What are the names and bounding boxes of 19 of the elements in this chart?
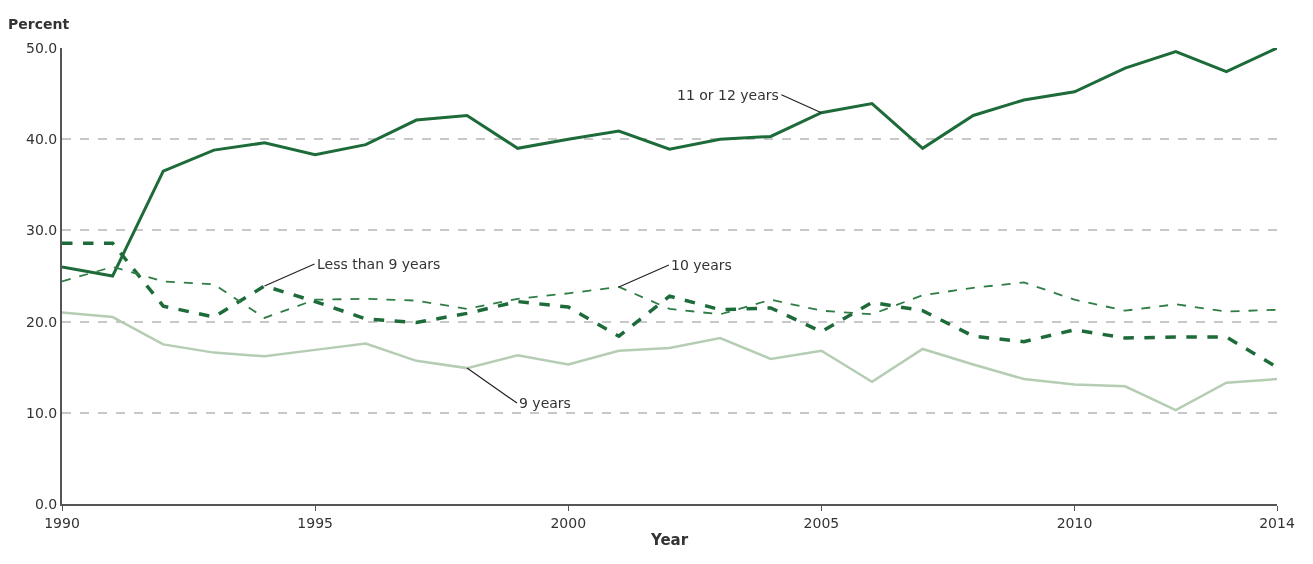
y-tick-label: 20.0 <box>26 313 58 330</box>
y-tick-label: 50.0 <box>26 39 58 56</box>
text: Less than 9 years <box>317 256 441 272</box>
x-axis-title: Year <box>649 531 689 550</box>
text: 10 years <box>671 257 732 273</box>
line-series <box>62 311 1277 412</box>
y-axis-title: Percent <box>8 16 70 32</box>
series-label: 11 or 12 years <box>677 87 779 103</box>
x-tick-label: 2000 <box>550 514 587 531</box>
y-tick-label: 40.0 <box>26 131 58 148</box>
x-tick-label: 2005 <box>803 514 840 531</box>
y-tick-label: 0.0 <box>34 495 58 512</box>
y-tick-label: 10.0 <box>26 404 58 421</box>
x-tick-label: 2010 <box>1056 514 1093 531</box>
x-tick-label: 2014 <box>1259 514 1295 531</box>
y-tick-label: 30.0 <box>26 222 58 239</box>
text: 9 years <box>519 395 571 411</box>
x-tick-label: 1995 <box>297 514 333 531</box>
x-tick-label: 1990 <box>44 514 80 531</box>
